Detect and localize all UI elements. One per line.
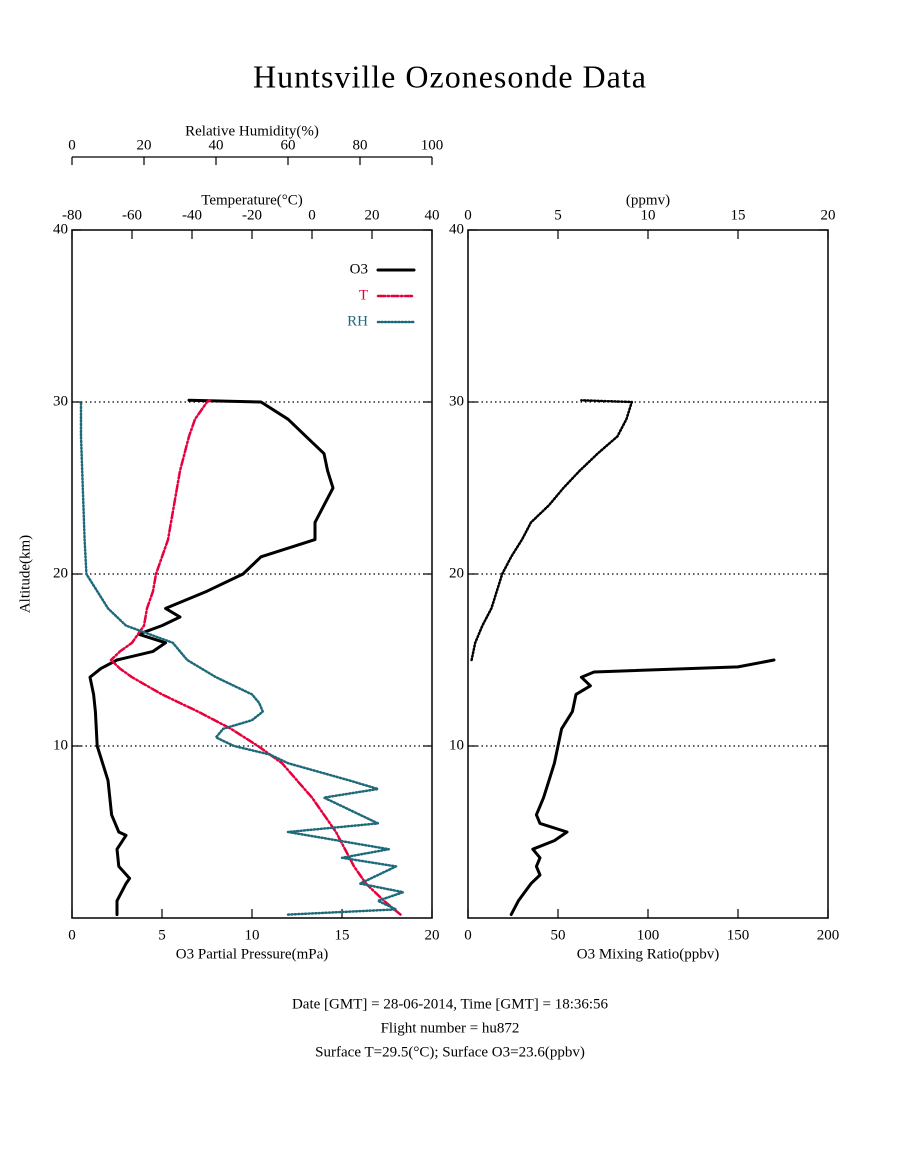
- y-axis-label: Altitude(km): [17, 535, 33, 613]
- y-tick-label: 10: [449, 737, 464, 753]
- legend-label: T: [359, 287, 368, 303]
- x-axis-label: O3 Partial Pressure(mPa): [176, 946, 328, 962]
- x3-tick-label: 100: [421, 137, 444, 153]
- x-axis-label: O3 Mixing Ratio(ppbv): [577, 946, 720, 962]
- x-tick-label: 0: [68, 927, 76, 943]
- y-tick-label: 30: [53, 393, 68, 409]
- profile-line: [509, 658, 776, 917]
- x-tick-label: 10: [245, 927, 260, 943]
- x3-tick-label: 20: [137, 137, 152, 153]
- x2-axis-label: Temperature(°C): [201, 192, 303, 208]
- x2-tick-label: 10: [641, 207, 656, 223]
- x3-tick-label: 80: [353, 137, 368, 153]
- x2-tick-label: 20: [365, 207, 380, 223]
- x2-tick-label: 5: [554, 207, 562, 223]
- x2-tick-label: -80: [62, 207, 82, 223]
- x2-tick-label: 15: [731, 207, 746, 223]
- x2-tick-label: 0: [464, 207, 472, 223]
- x3-axis-label: Relative Humidity(%): [185, 123, 319, 139]
- profile-line: [109, 399, 402, 916]
- x3-tick-label: 40: [209, 137, 224, 153]
- x-tick-label: 20: [425, 927, 440, 943]
- x2-tick-label: 20: [821, 207, 836, 223]
- legend-label: O3: [350, 261, 368, 277]
- y-tick-label: 40: [53, 221, 68, 237]
- x2-tick-label: -20: [242, 207, 262, 223]
- profile-line: [79, 400, 405, 916]
- y-tick-label: 40: [449, 221, 464, 237]
- chart-title: Huntsville Ozonesonde Data: [253, 58, 647, 94]
- x2-axis-label: (ppmv): [626, 192, 670, 208]
- x3-tick-label: 60: [281, 137, 296, 153]
- x-tick-label: 100: [637, 927, 660, 943]
- y-tick-label: 20: [53, 565, 68, 581]
- footer-line: Date [GMT] = 28-06-2014, Time [GMT] = 18…: [292, 996, 609, 1012]
- x-tick-label: 150: [727, 927, 750, 943]
- x2-tick-label: 0: [308, 207, 316, 223]
- y-tick-label: 20: [449, 565, 464, 581]
- profile-line: [470, 399, 634, 662]
- x-tick-label: 200: [817, 927, 840, 943]
- y-tick-label: 10: [53, 737, 68, 753]
- legend-label: RH: [347, 313, 368, 329]
- y-tick-label: 30: [449, 393, 464, 409]
- footer-line: Surface T=29.5(°C); Surface O3=23.6(ppbv…: [315, 1044, 585, 1060]
- x2-tick-label: 40: [425, 207, 440, 223]
- x-tick-label: 15: [335, 927, 350, 943]
- x-tick-label: 5: [158, 927, 166, 943]
- x2-tick-label: -40: [182, 207, 202, 223]
- profile-line: [88, 398, 335, 917]
- footer-line: Flight number = hu872: [381, 1020, 520, 1036]
- x3-tick-label: 0: [68, 137, 76, 153]
- x2-tick-label: -60: [122, 207, 142, 223]
- x-tick-label: 50: [551, 927, 566, 943]
- x-tick-label: 0: [464, 927, 472, 943]
